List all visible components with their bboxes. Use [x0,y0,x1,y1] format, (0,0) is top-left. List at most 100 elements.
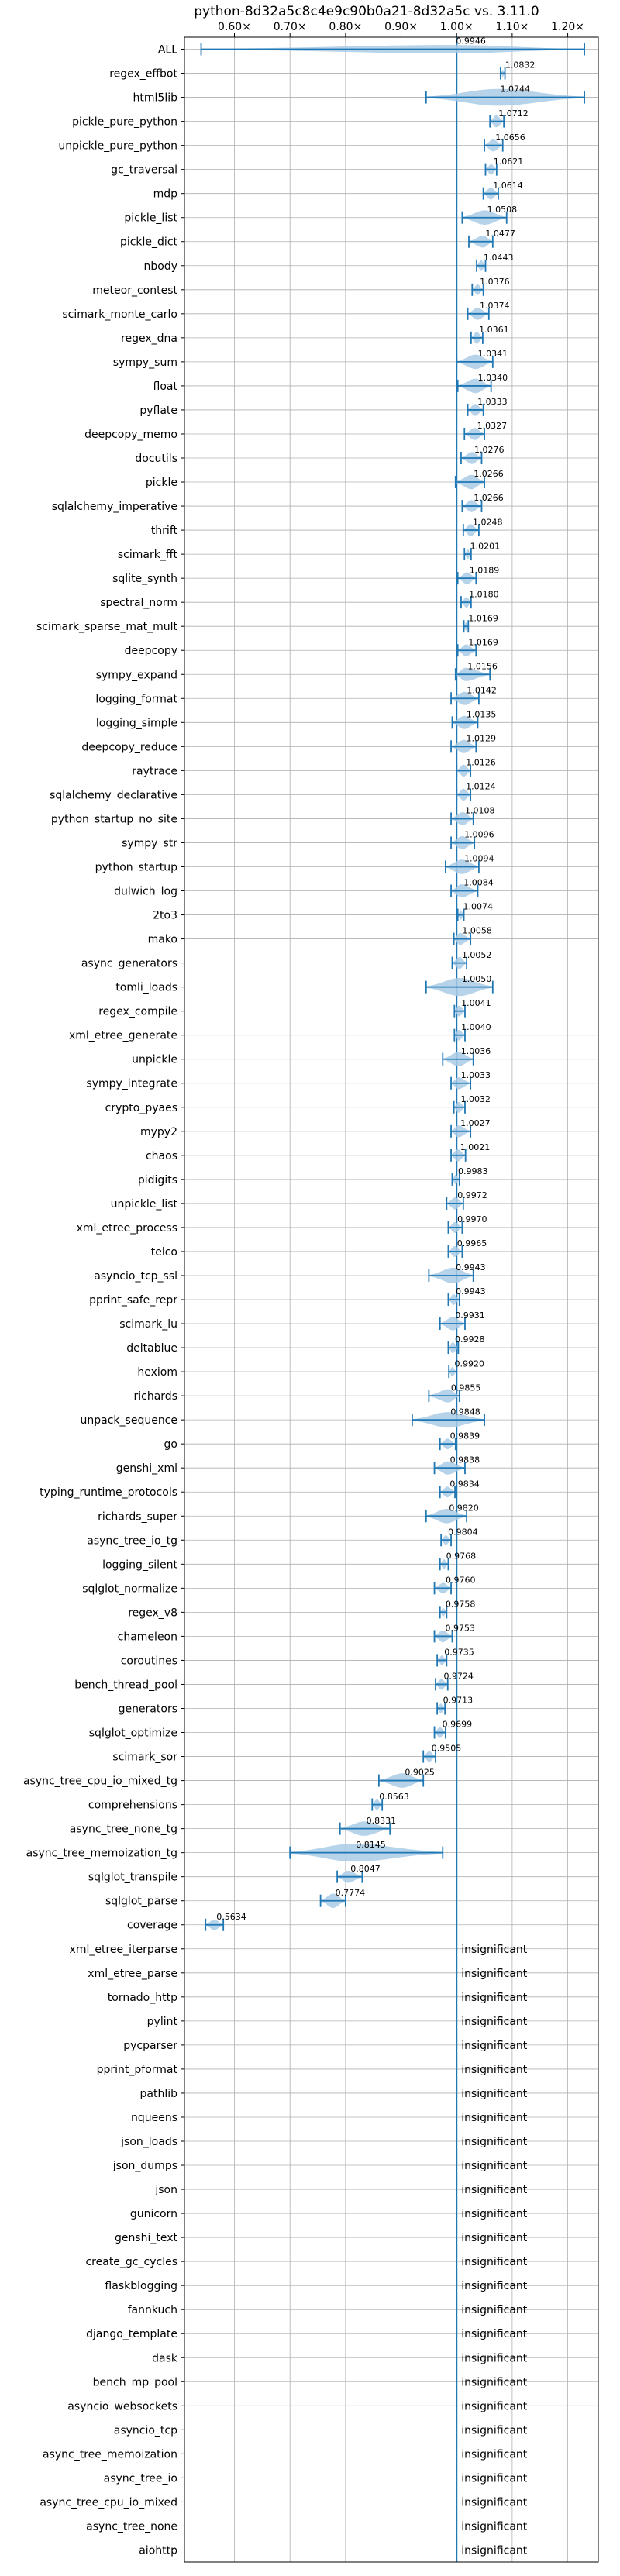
violin-value-label: 0.9839 [450,1431,480,1441]
benchmark-name-label: pathlib [140,2088,178,2100]
violin-value-label: 1.0041 [461,998,491,1008]
insignificant-label: insignificant [461,2520,528,2533]
violin-value-label: 0.9025 [405,1768,435,1778]
violin-value-label: 0.8145 [356,1840,386,1850]
benchmark-name-label: regex_compile [98,1006,177,1018]
violin-value-label: 0.9970 [457,1214,487,1224]
violin-value-label: 0.9983 [458,1166,488,1176]
benchmark-name-label: asyncio_websockets [67,2400,177,2412]
marks-layer [200,37,585,2562]
benchmark-name-label: sqlite_synth [112,573,177,585]
violin-value-label: 1.0033 [461,1070,491,1080]
violin-value-label: 0.9931 [455,1310,485,1321]
benchmark-name-label: regex_v8 [128,1607,177,1619]
insignificant-label: insignificant [461,2232,528,2244]
benchmark-name-label: async_tree_memoization [43,2448,177,2461]
benchmark-name-label: pickle [146,477,177,489]
violin-value-label: 1.0656 [495,133,525,143]
violin-value-label: 1.0135 [467,709,497,719]
benchmark-name-label: html5lib [133,92,178,105]
benchmark-name-label: json_dumps [112,2160,177,2172]
violin-value-label: 1.0248 [473,517,503,527]
benchmark-name-label: async_tree_io_tg [87,1534,177,1547]
violin-value-label: 0.9972 [457,1190,487,1200]
violin-value-label: 1.0036 [461,1046,491,1056]
benchmark-name-label: mako [148,934,177,946]
benchmark-name-label: regex_dna [121,332,177,345]
benchmark-name-label: gunicorn [130,2208,177,2220]
benchmark-name-label: coverage [127,1920,177,1932]
benchmark-name-label: async_tree_io [104,2472,177,2485]
benchmark-name-label: xml_etree_parse [88,1968,177,1980]
violin-value-label: 0.9724 [443,1672,474,1682]
violin-value-label: 1.0508 [487,205,518,215]
benchmark-name-label: 2to3 [153,910,177,922]
violin-value-label: 1.0443 [484,253,514,263]
violin-value-label: 1.0333 [477,397,508,407]
violin-value-label: 0.9965 [457,1238,487,1248]
benchmark-name-label: pickle_pure_python [72,116,177,129]
violin-value-label: 1.0126 [466,758,496,768]
benchmark-name-label: regex_effbot [109,68,177,81]
benchmark-name-label: telco [151,1246,177,1259]
benchmark-name-label: flaskblogging [105,2280,177,2292]
violin-value-label: 1.0094 [464,854,494,864]
benchmark-name-label: asyncio_tcp [114,2424,177,2437]
insignificant-label: insignificant [461,2448,528,2461]
violin-value-label: 1.0124 [466,782,496,792]
insignificant-label: insignificant [461,2544,528,2557]
benchmark-name-label: create_gc_cycles [85,2256,177,2268]
violin-value-label: 1.0084 [463,878,494,888]
violin-value-label: 1.0201 [470,541,501,551]
violin-value-label: 1.0050 [462,974,492,984]
benchmark-name-label: tomli_loads [115,982,177,994]
labels-layer: 0.60× 0.70× 0.80× 0.90× 1.00× 1.10× 1.20× ALL re… [23,21,584,2557]
insignificant-label: insignificant [461,2256,528,2268]
violin-value-label: 0.8563 [379,1792,409,1802]
benchmark-name-label: pyflate [140,405,177,417]
benchmark-name-label: genshi_text [115,2232,178,2244]
violin-value-label: 1.0096 [464,830,494,840]
x-tick-label: 0.80× [329,21,362,33]
benchmark-name-label: crypto_pyaes [105,1102,177,1114]
benchmark-name-label: thrift [151,525,178,537]
benchmark-name-label: python_startup_no_site [51,813,177,825]
insignificant-label: insignificant [461,2280,528,2292]
violin-value-label: 1.0052 [462,950,492,960]
benchmark-name-label: scimark_fft [118,549,178,561]
benchmark-name-label: go [164,1438,177,1451]
violin-value-label: 1.0032 [461,1094,491,1104]
benchmark-name-label: unpickle_list [111,1198,178,1211]
violin-value-label: 0.9834 [450,1479,480,1489]
benchmark-name-label: pickle_dict [120,236,178,249]
insignificant-label: insignificant [461,2136,528,2148]
violin-value-label: 0.9760 [446,1576,476,1586]
violin-value-label: 1.0744 [501,84,531,95]
insignificant-label: insignificant [461,2208,528,2220]
insignificant-label: insignificant [461,2016,528,2028]
violin-value-label: 0.9920 [454,1359,484,1369]
benchmark-name-label: nqueens [131,2112,177,2124]
violin-value-label: 1.0477 [485,229,515,239]
benchmark-name-label: deepcopy [125,645,177,657]
benchmark-name-label: generators [119,1703,177,1715]
benchmark-name-label: dask [152,2352,178,2364]
x-tick-label: 0.90× [384,21,418,33]
violin-value-label: 0.9943 [456,1286,486,1297]
benchmark-name-label: mdp [153,188,178,201]
benchmark-name-label: django_template [86,2328,177,2340]
insignificant-label: insignificant [461,2040,528,2052]
benchmark-name-label: sqlalchemy_imperative [52,501,177,513]
violin-value-label: 0.9820 [449,1503,479,1513]
violin-value-label: 1.0341 [478,349,508,359]
violin-value-label: 1.0374 [480,301,510,311]
benchmark-name-label: sympy_expand [96,669,177,681]
x-tick-label: 1.00× [440,21,474,33]
violin-value-label: 0.9838 [450,1455,480,1465]
benchmark-name-label: aiohttp [139,2544,177,2557]
benchmark-name-label: xml_etree_iterparse [70,1944,177,1956]
insignificant-label: insignificant [461,2352,528,2364]
x-tick-label: 0.70× [274,21,307,33]
